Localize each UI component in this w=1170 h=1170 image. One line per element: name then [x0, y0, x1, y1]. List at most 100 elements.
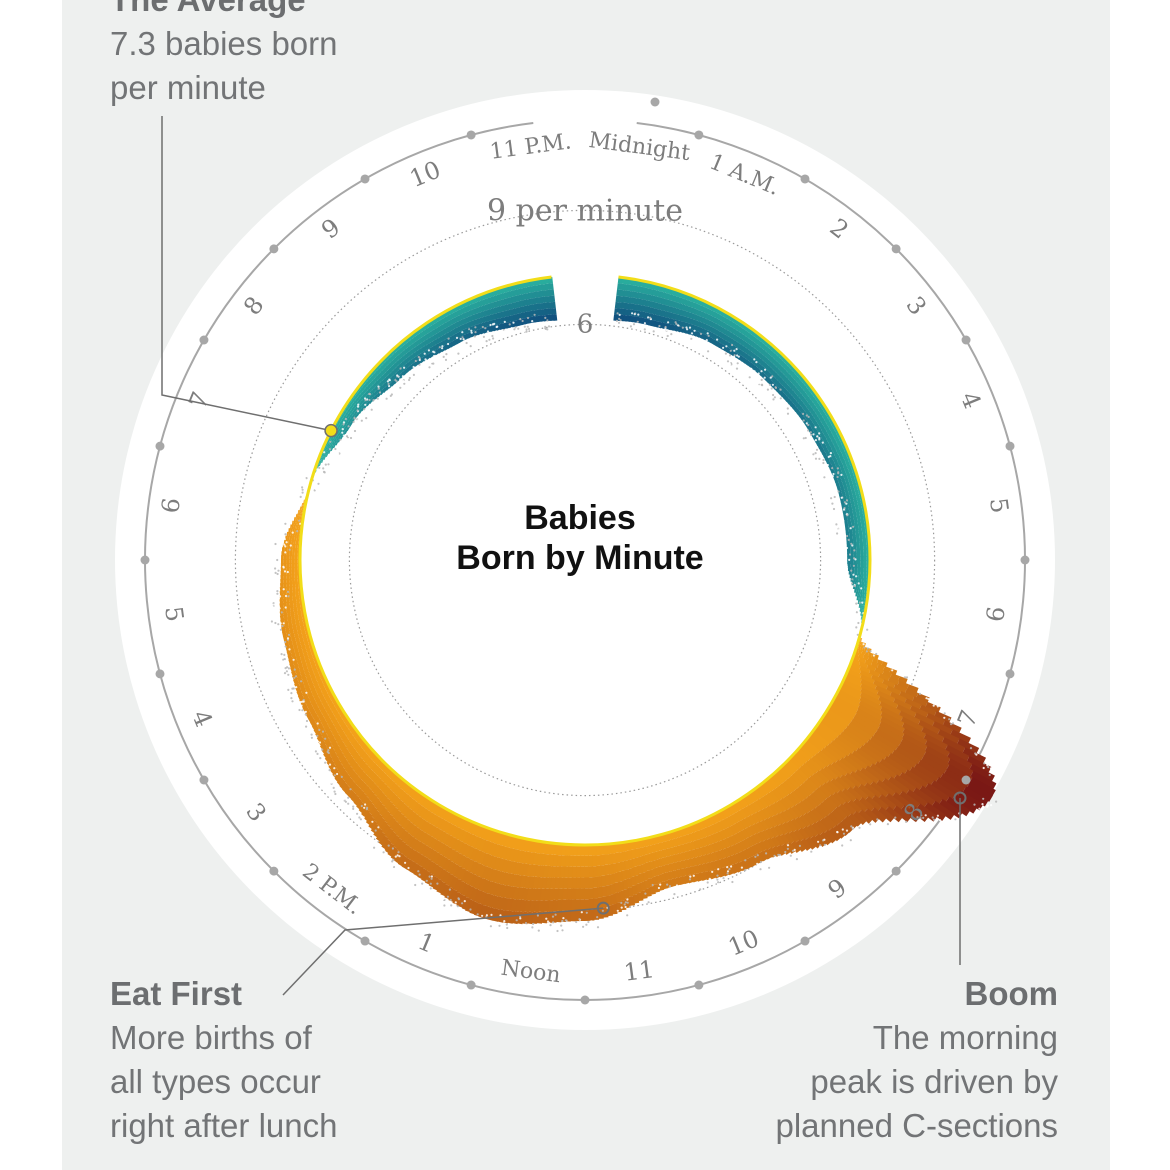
- speckle-dot: [284, 680, 287, 683]
- speckle-dot: [499, 914, 502, 917]
- area-slice: [429, 863, 440, 876]
- area-slice: [728, 814, 737, 826]
- area-slice: [710, 338, 717, 345]
- area-slice: [774, 362, 781, 369]
- speckle-dot: [287, 595, 290, 598]
- area-slice: [461, 856, 471, 870]
- speckle-dot: [505, 923, 508, 926]
- area-slice: [455, 828, 465, 841]
- area-slice: [329, 751, 338, 759]
- area-slice: [570, 888, 577, 900]
- area-slice: [734, 325, 742, 332]
- speckle-dot: [773, 860, 777, 863]
- annotation-eat-first-line-1: More births of: [110, 1019, 312, 1056]
- speckle-dot: [620, 906, 623, 909]
- area-slice: [383, 788, 393, 798]
- speckle-dot: [616, 312, 619, 315]
- speckle-dot: [397, 851, 400, 854]
- area-slice: [798, 765, 812, 779]
- area-slice: [859, 670, 873, 680]
- area-slice: [460, 896, 471, 910]
- area-slice: [302, 503, 304, 508]
- area-slice: [825, 780, 841, 794]
- area-slice: [718, 830, 727, 841]
- area-slice: [850, 517, 855, 523]
- area-slice: [741, 352, 748, 359]
- area-slice: [858, 603, 861, 608]
- area-slice: [513, 861, 521, 876]
- area-slice: [863, 548, 867, 554]
- area-slice: [287, 535, 290, 541]
- speckle-dot: [532, 922, 535, 926]
- area-slice: [707, 336, 714, 344]
- area-slice: [726, 325, 733, 332]
- area-slice: [707, 825, 716, 836]
- speckle-dot: [285, 670, 288, 673]
- area-slice: [714, 831, 723, 842]
- area-slice: [837, 803, 852, 818]
- speckle-dot: [485, 914, 488, 917]
- area-slice: [576, 844, 582, 856]
- speckle-dot: [277, 576, 281, 579]
- area-slice: [386, 779, 395, 789]
- speckle-dot: [362, 816, 365, 819]
- area-slice: [859, 603, 862, 609]
- area-slice: [780, 380, 787, 387]
- speckle-dot: [461, 336, 464, 339]
- speckle-dot: [708, 883, 711, 886]
- area-slice: [839, 819, 854, 833]
- area-slice: [526, 839, 534, 853]
- speckle-dot: [304, 713, 307, 716]
- area-slice: [919, 704, 937, 717]
- speckle-dot: [316, 468, 319, 471]
- area-slice: [859, 767, 880, 785]
- area-slice: [389, 782, 398, 792]
- speckle-dot: [722, 346, 725, 349]
- speckle-dot: [851, 624, 854, 627]
- area-slice: [290, 528, 293, 534]
- area-slice: [386, 831, 397, 842]
- area-slice: [518, 837, 526, 851]
- speckle-dot: [337, 452, 340, 455]
- speckle-dot: [391, 865, 394, 868]
- area-slice: [809, 835, 822, 849]
- area-slice: [356, 800, 365, 810]
- area-slice: [782, 809, 795, 822]
- speckle-dot: [554, 913, 557, 916]
- speckle-dot: [349, 436, 353, 440]
- speckle-dot: [341, 431, 344, 434]
- speckle-dot: [807, 415, 810, 418]
- area-slice: [384, 842, 395, 854]
- area-slice: [442, 846, 453, 859]
- area-slice: [430, 802, 440, 814]
- speckle-dot: [491, 928, 494, 931]
- speckle-dot: [313, 741, 316, 744]
- area-slice: [291, 555, 295, 560]
- area-slice: [489, 882, 499, 896]
- area-slice: [696, 863, 705, 874]
- area-slice: [732, 822, 742, 834]
- area-slice: [401, 857, 412, 870]
- speckle-dot: [277, 569, 280, 572]
- area-slice: [493, 870, 502, 884]
- speckle-dot: [644, 892, 647, 895]
- area-slice: [515, 849, 524, 863]
- speckle-dot: [352, 807, 355, 811]
- speckle-dot: [388, 379, 391, 382]
- speckle-dot: [327, 463, 330, 466]
- area-slice: [579, 888, 585, 900]
- area-slice: [823, 815, 837, 829]
- speckle-dot: [422, 889, 425, 892]
- area-slice: [378, 794, 388, 804]
- area-slice: [574, 899, 581, 911]
- area-slice: [935, 776, 962, 797]
- area-slice: [709, 326, 716, 334]
- area-slice: [747, 824, 758, 836]
- area-slice: [365, 815, 376, 826]
- speckle-dot: [276, 639, 279, 642]
- area-slice: [454, 840, 464, 853]
- area-slice: [438, 856, 448, 869]
- speckle-dot: [854, 828, 857, 831]
- area-slice: [294, 563, 298, 568]
- speckle-dot: [296, 504, 300, 507]
